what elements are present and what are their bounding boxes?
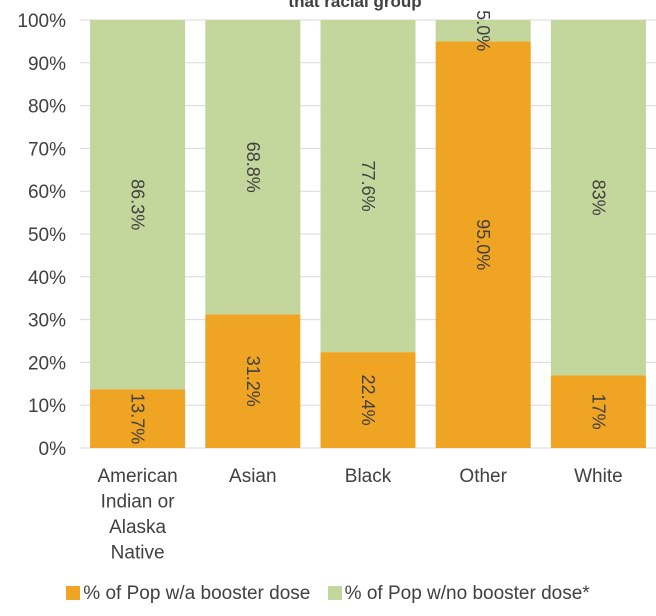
y-tick-label: 40% bbox=[28, 268, 66, 289]
bar-segment bbox=[550, 20, 646, 376]
y-axis-ticks: 0% 10% 20% 30% 40% 50% 60% 70% 80% 90% 100% bbox=[17, 11, 66, 460]
bar-segment bbox=[435, 41, 531, 449]
y-tick-label: 90% bbox=[28, 54, 66, 75]
data-label: 5.0% bbox=[473, 10, 493, 51]
x-category-label: American Indian or Alaska Native bbox=[97, 466, 177, 564]
bar-segment bbox=[550, 375, 646, 448]
data-label: 95.0% bbox=[473, 219, 493, 270]
legend: % of Pop w/a booster dose % of Pop w/no … bbox=[0, 583, 656, 605]
bars bbox=[90, 20, 646, 449]
data-label: 13.7% bbox=[128, 393, 148, 444]
bar-segment bbox=[90, 389, 186, 448]
y-tick-label: 0% bbox=[39, 439, 67, 460]
data-label: 31.2% bbox=[243, 356, 263, 407]
y-tick-label: 70% bbox=[28, 139, 66, 160]
data-labels: 13.7% 86.3% 31.2% 68.8% 22.4% 77.6% 95.0% 5.0% 1… bbox=[128, 10, 609, 444]
chart-title: that racial group bbox=[288, 0, 421, 11]
legend-swatch-booster bbox=[66, 586, 81, 600]
data-label: 77.6% bbox=[358, 161, 378, 212]
data-label: 68.8% bbox=[243, 142, 263, 193]
y-tick-label: 50% bbox=[28, 225, 66, 246]
x-category-label: White bbox=[574, 466, 623, 487]
legend-item-booster: % of Pop w/a booster dose bbox=[66, 583, 310, 605]
y-tick-label: 20% bbox=[28, 353, 66, 374]
y-tick-label: 100% bbox=[17, 11, 66, 32]
y-tick-label: 60% bbox=[28, 182, 66, 203]
bar-segment bbox=[205, 314, 301, 448]
legend-label-no-booster: % of Pop w/no booster dose* bbox=[344, 583, 590, 604]
bar-segment bbox=[90, 20, 186, 390]
x-category-label: Other bbox=[459, 466, 507, 487]
bar-segment bbox=[320, 20, 416, 353]
legend-label-booster: % of Pop w/a booster dose bbox=[83, 583, 311, 604]
x-axis-categories: American Indian or Alaska Native Asian Black O… bbox=[97, 466, 622, 564]
y-tick-label: 30% bbox=[28, 311, 66, 332]
x-category-label: Asian bbox=[229, 466, 277, 487]
legend-item-no-booster: % of Pop w/no booster dose* bbox=[327, 583, 590, 605]
data-label: 86.3% bbox=[128, 179, 148, 230]
bar-segment bbox=[435, 20, 531, 42]
data-label: 83% bbox=[588, 180, 608, 216]
bar-segment bbox=[205, 20, 301, 315]
data-label: 17% bbox=[588, 394, 608, 430]
bar-segment bbox=[320, 352, 416, 448]
y-tick-label: 80% bbox=[28, 97, 66, 118]
y-tick-label: 10% bbox=[28, 396, 66, 417]
stacked-bar-chart: 13.7% 86.3% 31.2% 68.8% 22.4% 77.6% 95.0% 5.0% 1… bbox=[17, 0, 656, 564]
data-label: 22.4% bbox=[358, 375, 378, 426]
x-category-label: Black bbox=[345, 466, 392, 487]
legend-swatch-no-booster bbox=[327, 586, 342, 600]
